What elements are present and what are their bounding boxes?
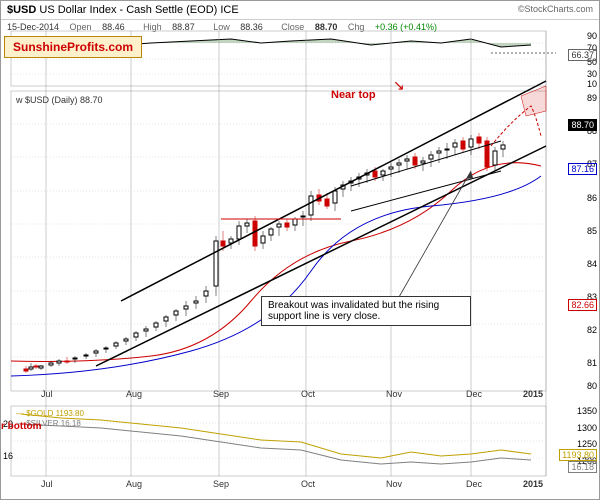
y-axis-84: 84	[587, 259, 597, 269]
near-top-label: Near top	[331, 89, 376, 101]
candlesticks	[24, 133, 505, 373]
watermark-badge: SunshineProfits.com	[4, 36, 142, 58]
y-axis-89: 89	[587, 93, 597, 103]
y-axis-81: 81	[587, 358, 597, 368]
rsi-10: 10	[587, 79, 597, 89]
gold-value-box: 1193.80	[559, 449, 597, 461]
rsi-30: 30	[587, 69, 597, 79]
rsi-90: 90	[587, 31, 597, 41]
y-axis-86: 86	[587, 193, 597, 203]
lvl-value-box: 82.66	[568, 299, 597, 311]
silver-value-box: 16.18	[568, 461, 597, 473]
svg-text:ᴡ $USD (Daily) 88.70: ᴡ $USD (Daily) 88.70	[15, 95, 103, 105]
ma-value-box: 87.16	[568, 163, 597, 175]
y-axis-82: 82	[587, 325, 597, 335]
bottom-label: r bottom	[1, 421, 42, 432]
stock-chart: $USD US Dollar Index - Cash Settle (EOD)…	[0, 0, 600, 500]
y-axis-85: 85	[587, 226, 597, 236]
arrow-down-icon: ↘	[393, 77, 405, 94]
annotation-box: Breakout was invalidated but the rising …	[261, 296, 471, 326]
close-value-box: 88.70	[568, 119, 597, 131]
y-axis-80: 80	[587, 381, 597, 391]
rsi-value-box: 66.37	[568, 49, 597, 61]
